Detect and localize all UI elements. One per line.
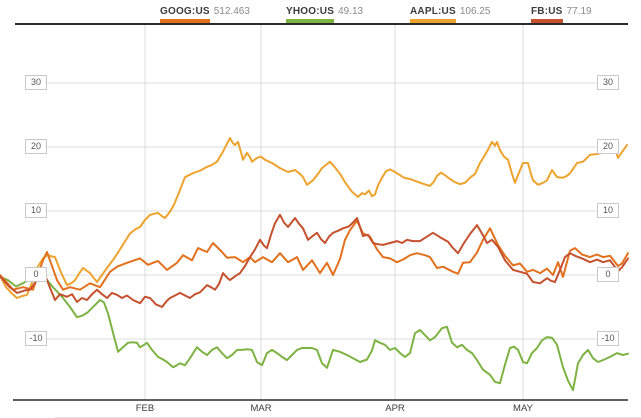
- legend-last-price: 77.19: [566, 6, 592, 17]
- legend-symbol: AAPL:US: [410, 6, 456, 23]
- legend-last-price: 49.13: [338, 6, 364, 17]
- y-tick-right--10: -10: [597, 331, 619, 346]
- y-tick-right-10: 10: [597, 203, 619, 218]
- y-tick-right-30: 30: [597, 75, 619, 90]
- legend-symbol: GOOG:US: [160, 6, 210, 23]
- x-tick-feb: FEB: [135, 403, 155, 414]
- y-tick-right-20: 20: [597, 139, 619, 154]
- legend-last-price: 106.25: [459, 6, 491, 17]
- series-line-yhoo: [0, 272, 629, 392]
- y-tick-left-10: 10: [25, 203, 47, 218]
- series-line-fb: [0, 213, 629, 308]
- y-tick-left-20: 20: [25, 139, 47, 154]
- legend-item-yhoo[interactable]: YHOO:US 49.13: [286, 6, 363, 23]
- y-tick-left-30: 30: [25, 75, 47, 90]
- legend-item-fb[interactable]: FB:US 77.19: [531, 6, 592, 23]
- legend-item-goog[interactable]: GOOG:US 512.463: [160, 6, 250, 23]
- y-tick-right-0: 0: [597, 267, 619, 282]
- y-tick-left-0: 0: [25, 267, 47, 282]
- y-tick-left--10: -10: [25, 331, 47, 346]
- x-tick-may: MAY: [513, 403, 533, 414]
- legend-last-price: 512.463: [213, 6, 250, 17]
- legend-symbol: FB:US: [531, 6, 563, 23]
- series-line-goog: [0, 219, 629, 291]
- series-line-aapl: [0, 137, 628, 299]
- x-tick-apr: APR: [385, 403, 405, 414]
- legend-item-aapl[interactable]: AAPL:US 106.25: [410, 6, 490, 23]
- legend: GOOG:US 512.463 YHOO:US 49.13 AAPL:US 106.25 F…: [0, 4, 641, 24]
- legend-symbol: YHOO:US: [286, 6, 335, 23]
- x-tick-mar: MAR: [250, 403, 272, 414]
